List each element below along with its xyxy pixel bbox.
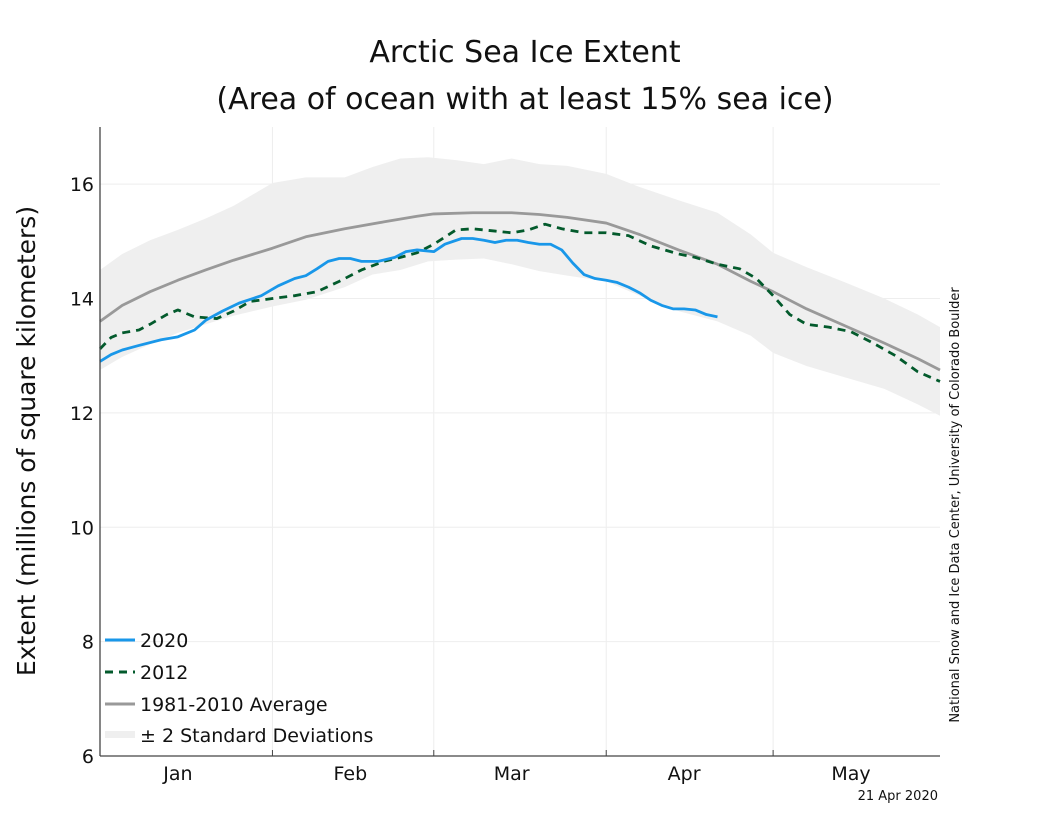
legend-label-std-dev: ± 2 Standard Deviations	[140, 725, 373, 747]
series-line-2020	[99, 237, 718, 363]
y-tick-label: 8	[82, 632, 94, 654]
legend-swatch-std-dev	[105, 731, 135, 738]
legend-item-2020[interactable]: 2020	[105, 630, 188, 652]
chart-subtitle: (Area of ocean with at least 15% sea ice…	[216, 82, 833, 117]
x-tick-label: Jan	[162, 763, 192, 785]
y-axis-title: Extent (millions of square kilometers)	[12, 206, 41, 676]
x-tick-label: Apr	[668, 763, 701, 785]
std-dev-band	[100, 157, 940, 416]
date-stamp: 21 Apr 2020	[858, 789, 938, 804]
chart-title: Arctic Sea Ice Extent	[369, 35, 681, 70]
legend-label-2020: 2020	[140, 630, 188, 652]
y-tick-label: 10	[70, 517, 94, 539]
legend-label-average: 1981-2010 Average	[140, 694, 328, 716]
series-line-2012	[98, 222, 941, 383]
x-tick-label: Feb	[334, 763, 368, 785]
legend-label-2012: 2012	[140, 662, 188, 684]
y-tick-label: 14	[70, 289, 94, 311]
y-tick-label: 6	[82, 746, 94, 768]
legend-item-average[interactable]: 1981-2010 Average	[105, 694, 328, 716]
legend-item-std-dev[interactable]: ± 2 Standard Deviations	[105, 725, 373, 747]
legend: 2020 2012 1981-2010 Average ± 2 Standard…	[105, 630, 373, 747]
y-tick-label: 16	[70, 174, 94, 196]
series-line-1981-2010-average	[99, 211, 941, 372]
y-tick-label: 12	[70, 403, 94, 425]
x-tick-label: May	[831, 763, 870, 785]
x-tick-label: Mar	[494, 763, 530, 785]
credit-text: National Snow and Ice Data Center, Unive…	[948, 287, 963, 723]
legend-item-2012[interactable]: 2012	[105, 662, 188, 684]
